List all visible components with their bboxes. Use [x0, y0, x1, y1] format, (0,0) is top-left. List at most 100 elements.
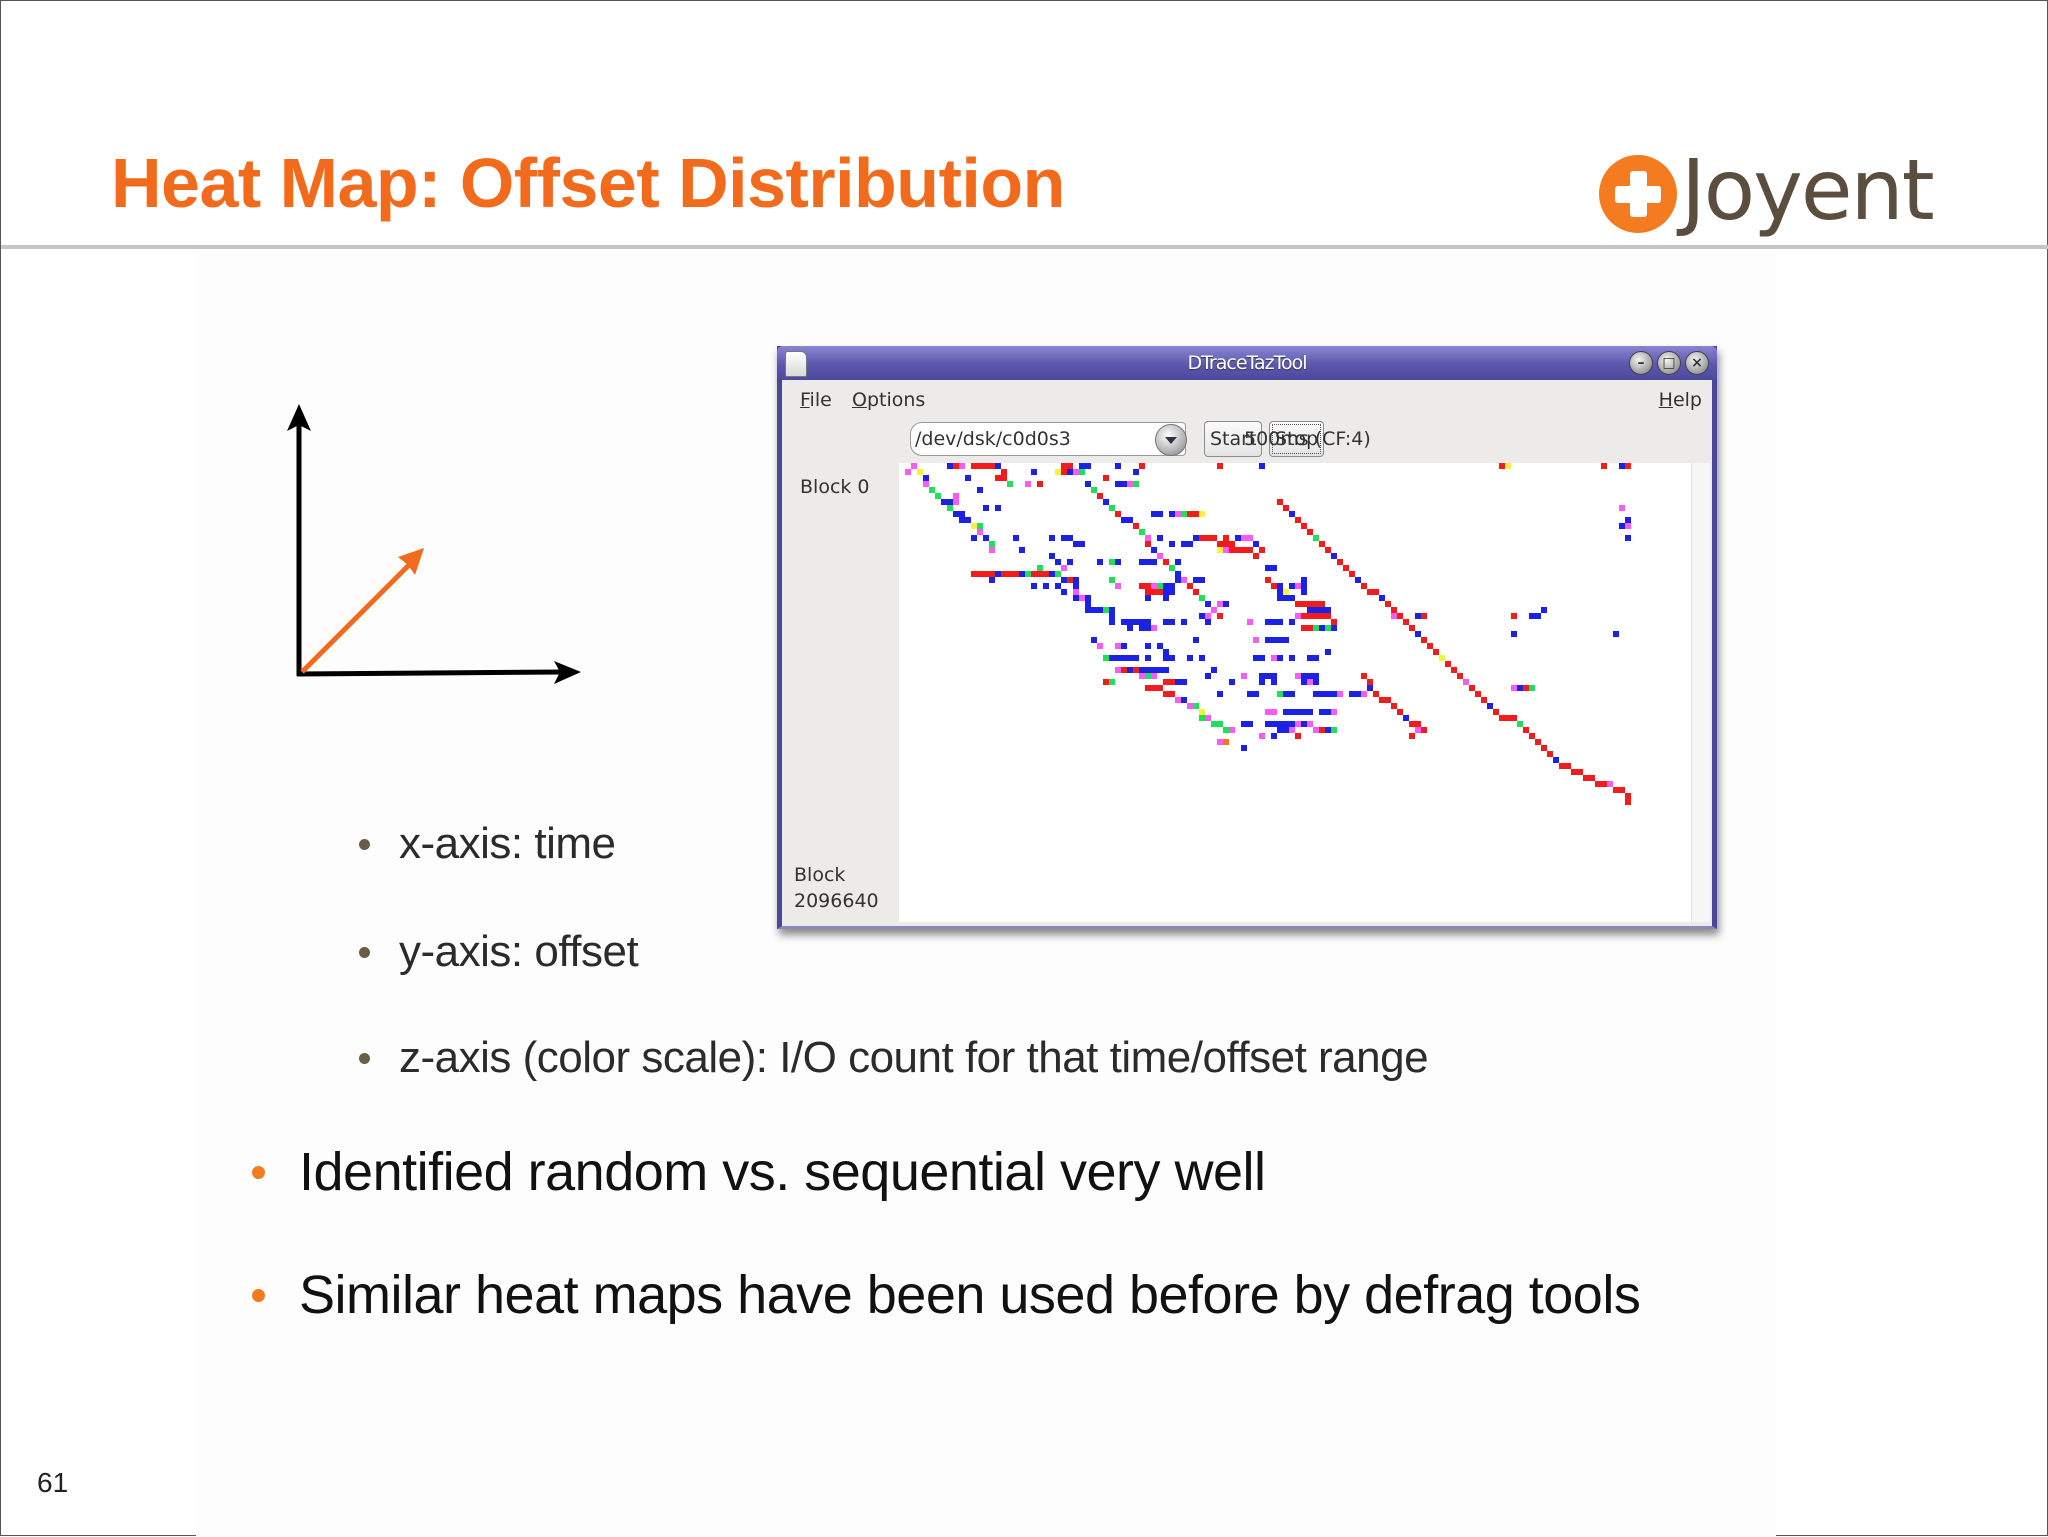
heatmap-cell [1247, 535, 1253, 541]
heatmap-cell [1145, 667, 1151, 673]
heatmap-cell [1625, 523, 1631, 529]
heatmap-cell [1499, 463, 1505, 469]
bullet-dot-icon [359, 947, 370, 958]
window-menu-icon[interactable] [785, 351, 807, 377]
heatmap-cell [1187, 511, 1193, 517]
heatmap-cell [989, 577, 995, 583]
heatmap-cell [1223, 547, 1229, 553]
heatmap-cell [1481, 697, 1487, 703]
heatmap-cell [1115, 655, 1121, 661]
heatmap-cell [1217, 721, 1223, 727]
heatmap-cell [1295, 601, 1301, 607]
heatmap-cell [1169, 565, 1175, 571]
heatmap-cell [1151, 583, 1157, 589]
heatmap-cell [1319, 709, 1325, 715]
heatmap-cell [1229, 541, 1235, 547]
heatmap-cell [1181, 697, 1187, 703]
heatmap-cell [1295, 517, 1301, 523]
start-button[interactable]: Start [1204, 421, 1263, 457]
heatmap-cell [959, 517, 965, 523]
heatmap-cell [1295, 673, 1301, 679]
heatmap-cell [1067, 559, 1073, 565]
heatmap-cell [1091, 607, 1097, 613]
heatmap-cell [1115, 481, 1121, 487]
heatmap-cell [1253, 541, 1259, 547]
heatmap-cell [1397, 709, 1403, 715]
heatmap-cell [977, 523, 983, 529]
heatmap-cell [1337, 691, 1343, 697]
minimize-button[interactable]: – [1629, 351, 1653, 375]
heatmap-cell [1145, 643, 1151, 649]
heatmap-cell [905, 469, 911, 475]
heatmap-cell [1163, 595, 1169, 601]
heatmap-cell [1109, 505, 1115, 511]
heatmap-cell [1163, 649, 1169, 655]
heatmap-cell [1199, 613, 1205, 619]
heatmap-cell [1547, 751, 1553, 757]
axes-diagram [287, 404, 581, 684]
heatmap-cell [923, 481, 929, 487]
heatmap-cell [1241, 535, 1247, 541]
heatmap-cell [1289, 721, 1295, 727]
heatmap-cell [1265, 673, 1271, 679]
menu-options[interactable]: Options [852, 389, 926, 411]
heatmap-cell [1271, 565, 1277, 571]
heatmap-cell [1199, 709, 1205, 715]
heatmap-cell [989, 463, 995, 469]
chevron-down-icon[interactable] [1155, 424, 1187, 456]
heatmap-cell [1061, 577, 1067, 583]
heatmap-cell [1085, 595, 1091, 601]
heatmap-cell [1001, 571, 1007, 577]
device-select[interactable]: /dev/dsk/c0d0s3 [910, 422, 1187, 456]
heatmap-cell [1139, 619, 1145, 625]
heatmap-cell [1271, 655, 1277, 661]
heatmap-cell [1085, 601, 1091, 607]
menu-help[interactable]: Help [1658, 389, 1702, 411]
heatmap-cell [1145, 583, 1151, 589]
canvas-scrollbar[interactable] [1691, 463, 1710, 922]
heatmap-cell [1301, 583, 1307, 589]
heatmap-cell [1277, 619, 1283, 625]
stop-button[interactable]: Stop [1269, 421, 1325, 457]
heatmap-cell [1175, 511, 1181, 517]
heatmap-cell [971, 571, 977, 577]
heatmap-cell [1259, 463, 1265, 469]
heatmap-cell [1091, 487, 1097, 493]
heatmap-cell [1247, 691, 1253, 697]
heatmap-cell [1229, 679, 1235, 685]
heatmap-cell [1505, 463, 1511, 469]
heatmap-cell [1079, 469, 1085, 475]
heatmap-cell [1619, 787, 1625, 793]
window-titlebar[interactable]: DTraceTazTool – □ × [777, 346, 1717, 380]
heatmap-cell [1247, 619, 1253, 625]
sub-bullet-x-axis: x-axis: time [359, 819, 616, 869]
heatmap-cell [1301, 709, 1307, 715]
heatmap-cell [1103, 499, 1109, 505]
heatmap-cell [1277, 499, 1283, 505]
heatmap-cell [1253, 637, 1259, 643]
heatmap-cell [1115, 511, 1121, 517]
heatmap-cell [1259, 679, 1265, 685]
heatmap-cell [1181, 679, 1187, 685]
heatmap-cell [1271, 583, 1277, 589]
heatmap-cell [1085, 481, 1091, 487]
heatmap-cell [1127, 619, 1133, 625]
heatmap-cell [1181, 577, 1187, 583]
heatmap-cell [1553, 757, 1559, 763]
heatmap-cell [1151, 685, 1157, 691]
maximize-button[interactable]: □ [1657, 351, 1681, 375]
heatmap-cell [1199, 595, 1205, 601]
heatmap-cell [1217, 541, 1223, 547]
heatmap-cell [1301, 589, 1307, 595]
heatmap-cell [1091, 637, 1097, 643]
y-axis-bottom-value: 2096640 [794, 890, 879, 912]
title-divider [1, 245, 2048, 249]
heatmap-cell [959, 511, 965, 517]
heatmap-cell [1163, 619, 1169, 625]
heatmap-cell [1037, 571, 1043, 577]
heatmap-cell [1205, 535, 1211, 541]
menu-file[interactable]: File [800, 389, 832, 411]
heatmap-cell [1145, 541, 1151, 547]
close-button[interactable]: × [1685, 351, 1709, 375]
heatmap-cell [959, 463, 965, 469]
